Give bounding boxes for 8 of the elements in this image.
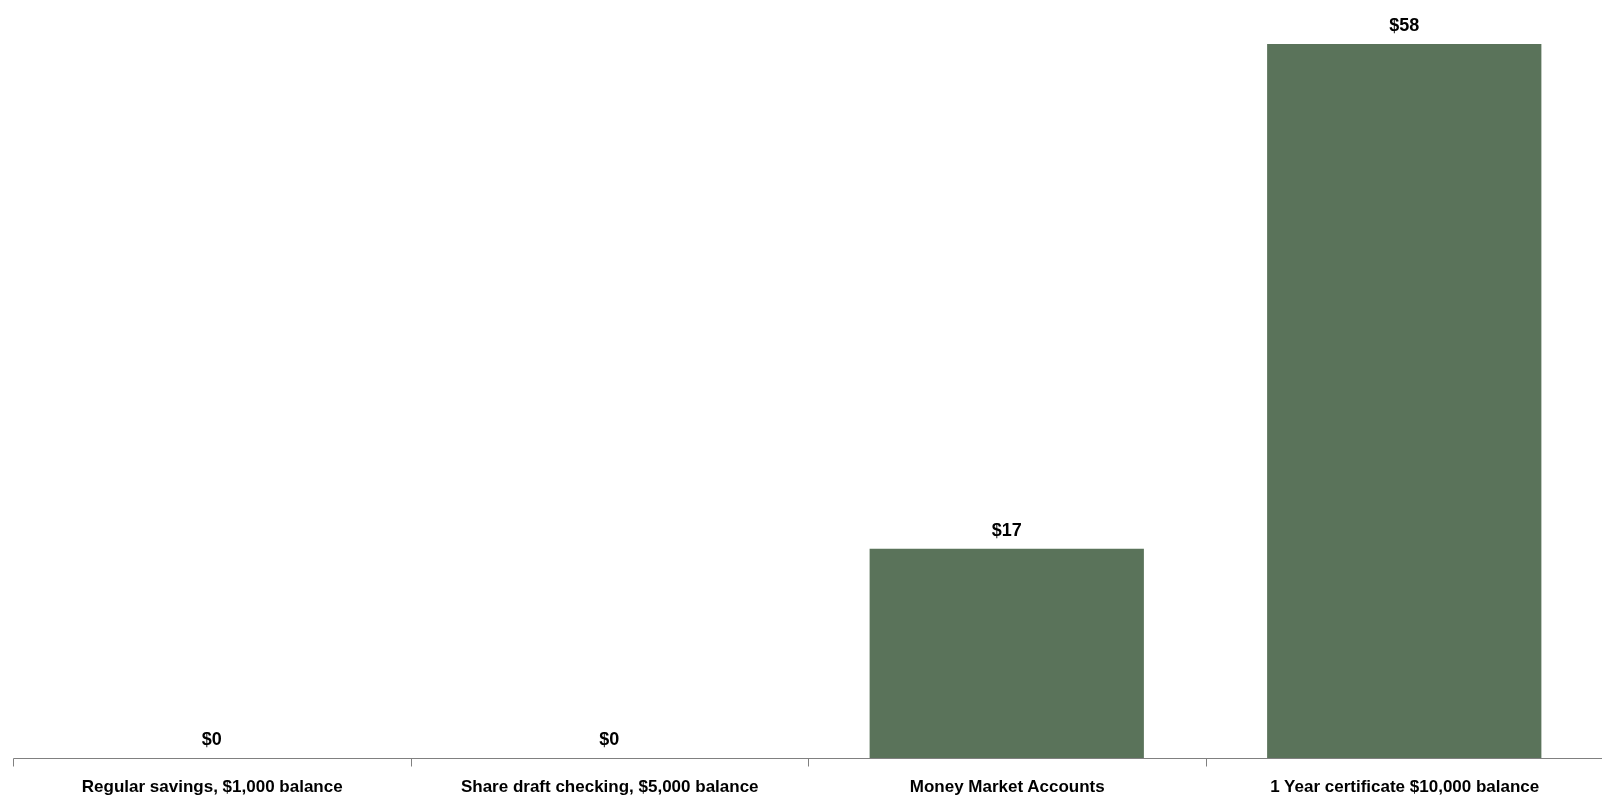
x-tick-label: Share draft checking, $5,000 balance	[460, 776, 759, 796]
x-tick-label: Regular savings, $1,000 balance	[81, 776, 343, 796]
data-label: $58	[1389, 15, 1420, 35]
data-label: $17	[991, 519, 1022, 540]
x-tick-label: Money Market Accounts	[909, 776, 1105, 796]
data-label: $0	[599, 729, 620, 749]
x-tick-label: 1 Year certificate $10,000 balance	[1270, 776, 1540, 796]
data-label: $0	[201, 729, 222, 749]
